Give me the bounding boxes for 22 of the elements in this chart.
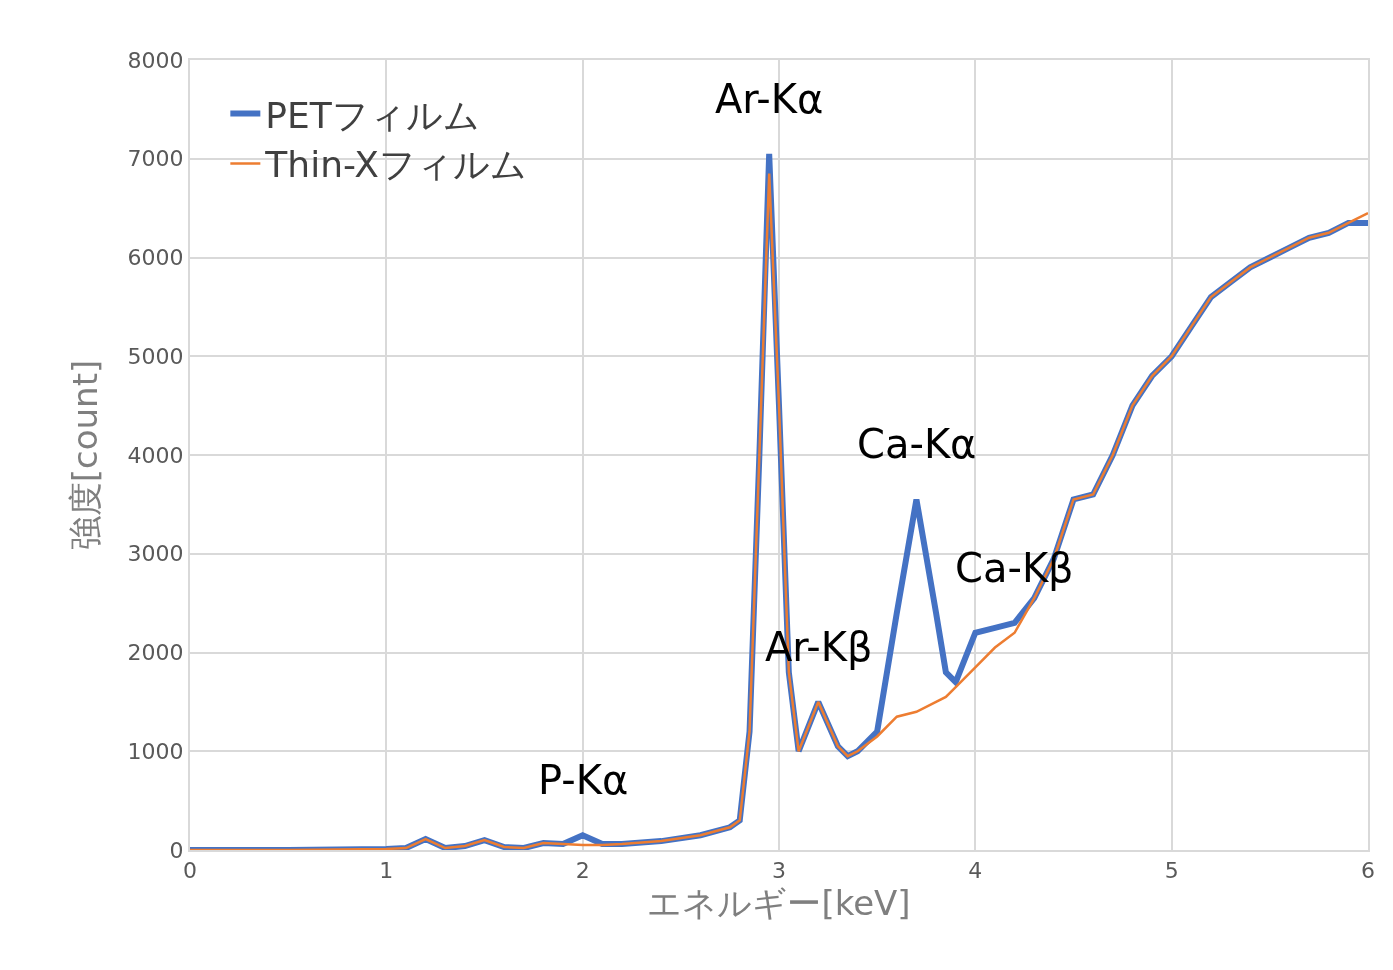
x-tick-label: 3 bbox=[772, 858, 786, 884]
annotation: P-Kα bbox=[538, 757, 629, 803]
y-tick-label: 2000 bbox=[127, 640, 184, 666]
legend-label: PETフィルム bbox=[265, 94, 480, 136]
y-tick-label: 1000 bbox=[127, 738, 184, 764]
y-tick-label: 4000 bbox=[127, 442, 184, 468]
y-tick-label: 5000 bbox=[127, 343, 184, 369]
y-tick-label: 6000 bbox=[127, 245, 184, 271]
x-tick-label: 6 bbox=[1361, 858, 1375, 884]
x-tick-label: 4 bbox=[968, 858, 983, 884]
y-tick-label: 3000 bbox=[127, 541, 184, 567]
x-tick-label: 1 bbox=[379, 858, 394, 884]
y-tick-label: 8000 bbox=[127, 47, 184, 73]
annotation: Ca-Kα bbox=[857, 421, 977, 467]
legend-label: Thin-Xフィルム bbox=[264, 144, 527, 186]
y-tick-label: 0 bbox=[169, 837, 184, 863]
annotation: Ar-Kα bbox=[715, 76, 824, 122]
y-axis-title: 強度[count] bbox=[64, 359, 105, 551]
y-tick-label: 7000 bbox=[127, 146, 184, 172]
x-axis-title: エネルギー[keV] bbox=[647, 883, 911, 924]
x-tick-label: 5 bbox=[1164, 858, 1179, 884]
x-tick-label: 2 bbox=[575, 858, 590, 884]
